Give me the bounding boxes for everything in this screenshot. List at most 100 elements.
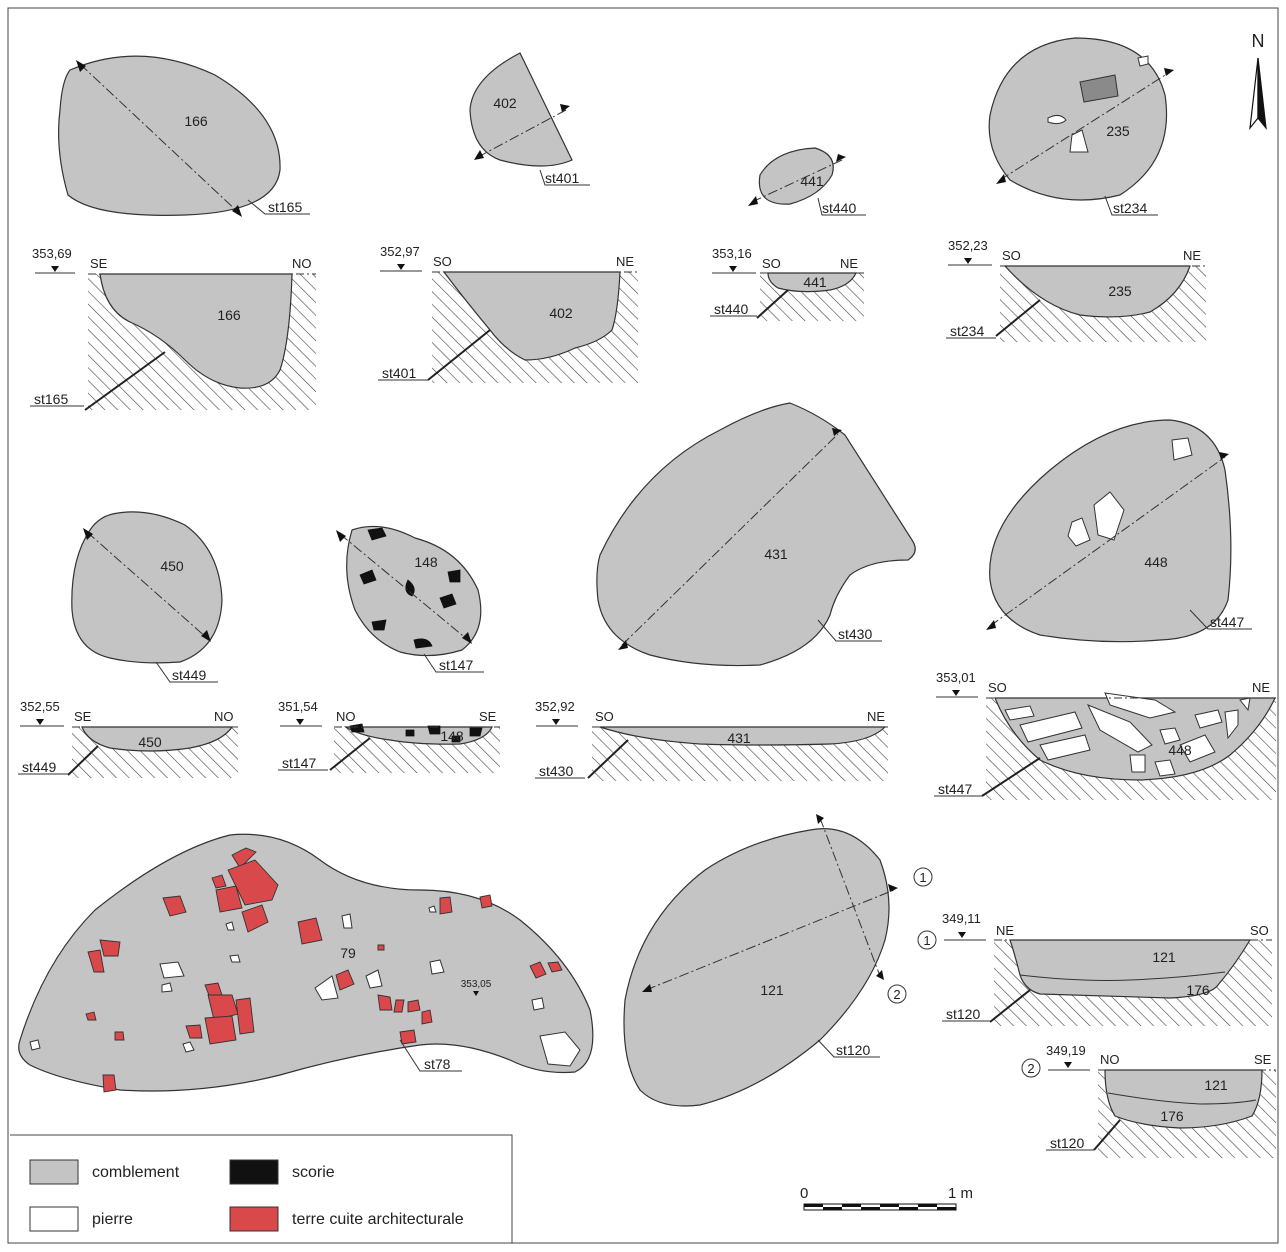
- fill-label: 235: [1108, 283, 1132, 299]
- section-431: 352,92 SO NE 431 st430: [535, 699, 888, 781]
- section-marker-1: [913, 867, 933, 887]
- feature-431-plan: 431 st430: [596, 402, 916, 667]
- scale-end-label: 1 m: [948, 1185, 973, 1202]
- legend-swatch-comblement: [29, 1159, 79, 1185]
- fill-label: 450: [138, 734, 162, 750]
- section-right-orientation: NE: [867, 709, 885, 724]
- structure-label: st440: [714, 301, 748, 317]
- section-left-orientation: SE: [74, 709, 92, 724]
- section-arrow-icon: [618, 640, 628, 650]
- fill-label: 402: [549, 305, 573, 321]
- structure-label: st430: [539, 763, 573, 779]
- section-166: 353,69 SE NO 166 st165: [30, 246, 316, 411]
- section-right-orientation: NE: [1252, 680, 1270, 695]
- elevation-label: 349,11: [942, 911, 981, 926]
- elevation-label: 351,54: [278, 699, 318, 714]
- legend-label: comblement: [92, 1164, 180, 1181]
- fill-label: 121: [1152, 949, 1176, 965]
- section-left-orientation: SO: [1002, 248, 1021, 263]
- section-left-orientation: SO: [433, 254, 452, 269]
- fill-label: 441: [800, 173, 824, 189]
- feature-166-plan: 166 st165: [58, 55, 310, 217]
- section-arrow-icon: [1219, 452, 1229, 460]
- structure-label: st401: [382, 365, 416, 381]
- section-448: 353,01 SO NE 448 st447: [934, 670, 1276, 800]
- section-arrow-icon: [201, 630, 211, 642]
- fill-label: 450: [160, 558, 184, 574]
- section-right-orientation: NE: [1183, 248, 1201, 263]
- level-marker-icon: [958, 932, 966, 938]
- section-right-orientation: NE: [840, 256, 858, 271]
- section-235: 352,23 SO NE 235 st234: [946, 238, 1206, 342]
- section-arrow-icon: [336, 530, 346, 542]
- level-marker-icon: [964, 258, 972, 264]
- section-marker-label: 2: [1027, 1061, 1034, 1076]
- legend: comblement scorie pierre terre cuite arc…: [10, 1134, 513, 1243]
- section-left-orientation: SE: [90, 256, 108, 271]
- section-arrow-icon: [76, 60, 86, 72]
- structure-label: st401: [545, 170, 579, 186]
- section-arrow-icon: [876, 970, 884, 980]
- feature-235-plan: 235 st234: [988, 37, 1174, 216]
- level-marker-icon: [397, 264, 405, 270]
- legend-label: pierre: [92, 1211, 133, 1228]
- feature-148-plan: 148 st147: [336, 525, 484, 673]
- fill-label: 121: [760, 982, 784, 998]
- section-arrow-icon: [232, 205, 242, 217]
- structure-label: st120: [1050, 1135, 1084, 1151]
- section-148: 351,54 NO SE 148 st147: [278, 699, 500, 773]
- section-arrow-icon: [832, 428, 842, 436]
- structure-label: st147: [439, 657, 473, 673]
- section-arrow-icon: [748, 196, 758, 206]
- section-marker-2: [887, 984, 907, 1004]
- structure-label: st447: [1210, 614, 1244, 630]
- fill-label: 166: [217, 307, 241, 323]
- section-marker-1: [917, 930, 937, 950]
- section-441: 353,16 SO NE 441 st440: [710, 246, 864, 321]
- section-marker-2: [1021, 1058, 1041, 1078]
- section-right-orientation: SO: [1250, 923, 1269, 938]
- structure-label: st165: [268, 199, 302, 215]
- feature-79-plan: 79 353,05 st78: [18, 833, 594, 1093]
- structure-label: st449: [172, 667, 206, 683]
- section-402: 352,97 SO NE 402 st401: [378, 244, 638, 383]
- legend-swatch-terre-cuite: [229, 1206, 279, 1232]
- section-arrow-icon: [642, 984, 652, 992]
- level-marker-icon: [473, 991, 479, 996]
- section-right-orientation: NO: [292, 256, 312, 271]
- section-right-orientation: NO: [214, 709, 234, 724]
- elevation-label: 353,16: [712, 246, 752, 261]
- structure-label: st447: [938, 781, 972, 797]
- section-arrow-icon: [996, 174, 1006, 184]
- elevation-label: 349,19: [1046, 1043, 1086, 1058]
- section-left-orientation: SO: [988, 680, 1007, 695]
- fill-label: 148: [440, 728, 464, 744]
- section-arrow-icon: [888, 884, 898, 892]
- fill-label: 121: [1204, 1077, 1228, 1093]
- level-marker-icon: [296, 719, 304, 725]
- elevation-label: 353,01: [936, 670, 976, 685]
- section-right-orientation: SE: [1254, 1052, 1272, 1067]
- level-marker-icon: [552, 719, 560, 725]
- level-marker-icon: [952, 690, 960, 696]
- plate-frame: [7, 7, 1279, 1244]
- fill-label: 176: [1186, 982, 1210, 998]
- fill-label: 235: [1106, 123, 1130, 139]
- level-marker-icon: [51, 266, 59, 272]
- section-marker-label: 1: [919, 870, 926, 885]
- structure-label: st165: [34, 391, 68, 407]
- section-right-orientation: SE: [479, 709, 497, 724]
- feature-441-plan: 441 st440: [748, 147, 866, 216]
- feature-450-plan: 450 st449: [71, 511, 223, 683]
- fill-label: 441: [803, 274, 827, 290]
- section-arrow-icon: [836, 154, 846, 162]
- section-121-1: 349,11 1 NE SO 121 176 st120: [917, 911, 1272, 1026]
- section-right-orientation: NE: [616, 254, 634, 269]
- structure-label: st234: [1113, 200, 1147, 216]
- scale-start-label: 0: [800, 1185, 808, 1202]
- elevation-label: 353,69: [32, 246, 72, 261]
- section-450: 352,55 SE NO 450 st449: [18, 699, 238, 778]
- section-121-2: 349,19 2 NO SE 121 176 st120: [1021, 1043, 1276, 1158]
